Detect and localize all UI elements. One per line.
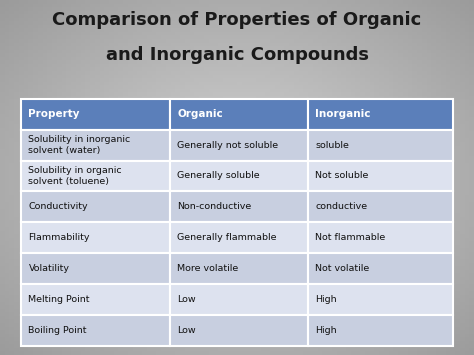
Text: Organic: Organic (177, 109, 223, 120)
Text: Volatility: Volatility (28, 264, 69, 273)
Bar (21, 130, 170, 160)
Text: Boiling Point: Boiling Point (28, 326, 87, 335)
Bar (308, 253, 453, 284)
Text: Solubility in inorganic
solvent (water): Solubility in inorganic solvent (water) (28, 135, 131, 155)
Bar (21, 99, 170, 130)
Text: Low: Low (177, 326, 196, 335)
Text: Non-conductive: Non-conductive (177, 202, 252, 212)
Text: Generally soluble: Generally soluble (177, 171, 260, 180)
Text: and Inorganic Compounds: and Inorganic Compounds (106, 46, 368, 64)
Bar (21, 315, 170, 346)
Bar (170, 130, 308, 160)
Bar (21, 284, 170, 315)
Bar (170, 222, 308, 253)
Bar (170, 160, 308, 191)
Text: Not volatile: Not volatile (315, 264, 370, 273)
Bar (308, 284, 453, 315)
Bar (308, 130, 453, 160)
Text: Low: Low (177, 295, 196, 304)
Text: Solubility in organic
solvent (toluene): Solubility in organic solvent (toluene) (28, 166, 122, 186)
Text: More volatile: More volatile (177, 264, 238, 273)
Text: Not soluble: Not soluble (315, 171, 369, 180)
Bar (21, 222, 170, 253)
Bar (308, 315, 453, 346)
Text: Melting Point: Melting Point (28, 295, 90, 304)
Bar (21, 191, 170, 222)
Text: Comparison of Properties of Organic: Comparison of Properties of Organic (52, 11, 422, 29)
Text: soluble: soluble (315, 141, 349, 149)
Text: conductive: conductive (315, 202, 367, 212)
Text: Not flammable: Not flammable (315, 233, 385, 242)
Bar (308, 160, 453, 191)
Bar (21, 160, 170, 191)
Bar (170, 253, 308, 284)
Bar (308, 222, 453, 253)
Text: Conductivity: Conductivity (28, 202, 88, 212)
Bar (170, 191, 308, 222)
Text: Property: Property (28, 109, 80, 120)
Text: Generally not soluble: Generally not soluble (177, 141, 278, 149)
Bar (170, 315, 308, 346)
Bar (308, 99, 453, 130)
Bar (21, 253, 170, 284)
Text: High: High (315, 295, 337, 304)
Bar (170, 99, 308, 130)
Bar (170, 284, 308, 315)
Text: Generally flammable: Generally flammable (177, 233, 277, 242)
Bar (308, 191, 453, 222)
Text: Flammability: Flammability (28, 233, 90, 242)
Text: High: High (315, 326, 337, 335)
Text: Inorganic: Inorganic (315, 109, 371, 120)
